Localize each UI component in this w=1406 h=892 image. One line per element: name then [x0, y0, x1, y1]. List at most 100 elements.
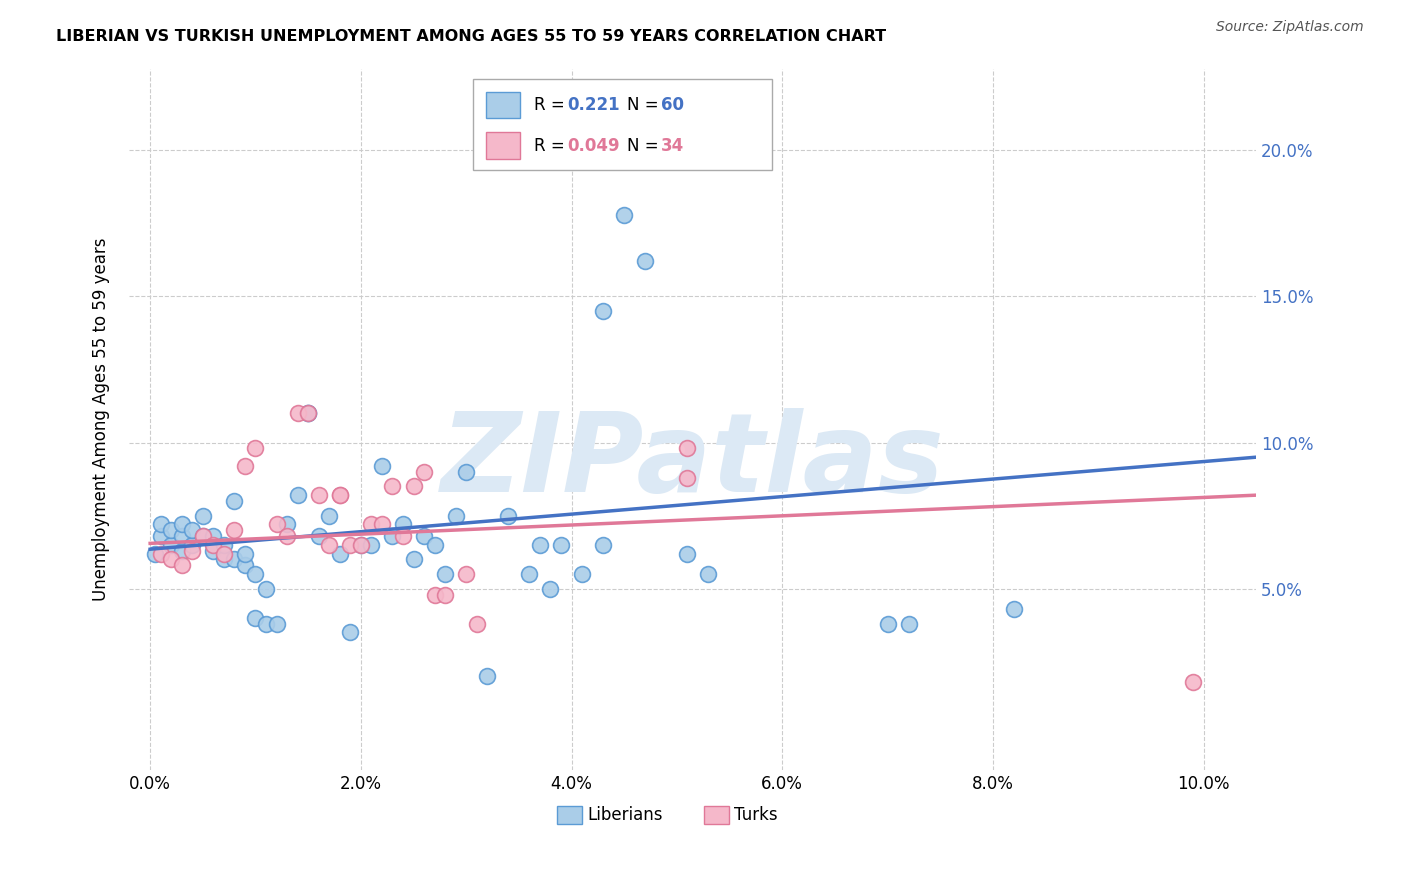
Text: Liberians: Liberians — [588, 806, 664, 824]
Y-axis label: Unemployment Among Ages 55 to 59 years: Unemployment Among Ages 55 to 59 years — [93, 237, 110, 601]
Point — [392, 517, 415, 532]
Point — [160, 552, 183, 566]
Point — [371, 517, 394, 532]
Point — [381, 529, 404, 543]
Point — [634, 254, 657, 268]
Point — [245, 567, 267, 582]
Point — [224, 523, 246, 537]
Point — [202, 543, 225, 558]
Point — [350, 538, 373, 552]
Point — [149, 547, 172, 561]
Point — [477, 669, 499, 683]
Point — [498, 508, 520, 523]
Point — [318, 538, 340, 552]
Point — [276, 529, 298, 543]
Point — [287, 488, 309, 502]
Point — [676, 547, 699, 561]
Point — [592, 538, 614, 552]
Point — [676, 470, 699, 484]
Point — [287, 406, 309, 420]
Text: 60: 60 — [661, 96, 685, 114]
Point — [191, 529, 214, 543]
Point — [402, 552, 425, 566]
Point — [160, 523, 183, 537]
Point — [413, 529, 436, 543]
Point — [1182, 675, 1205, 690]
Point — [571, 567, 593, 582]
Point — [254, 582, 277, 596]
Point — [245, 611, 267, 625]
Point — [444, 508, 467, 523]
Point — [276, 517, 298, 532]
Text: ZIPatlas: ZIPatlas — [441, 408, 945, 515]
Point — [297, 406, 319, 420]
Text: N =: N = — [627, 136, 664, 154]
Text: Source: ZipAtlas.com: Source: ZipAtlas.com — [1216, 20, 1364, 34]
Point — [170, 543, 193, 558]
Text: LIBERIAN VS TURKISH UNEMPLOYMENT AMONG AGES 55 TO 59 YEARS CORRELATION CHART: LIBERIAN VS TURKISH UNEMPLOYMENT AMONG A… — [56, 29, 886, 44]
Point — [456, 465, 478, 479]
Point — [339, 538, 361, 552]
Point — [350, 538, 373, 552]
Point — [392, 529, 415, 543]
Point — [212, 538, 235, 552]
Point — [360, 538, 382, 552]
Point — [592, 304, 614, 318]
Point — [360, 517, 382, 532]
Point — [697, 567, 720, 582]
Point — [381, 479, 404, 493]
Point — [181, 538, 204, 552]
Text: R =: R = — [534, 136, 569, 154]
Point — [233, 547, 256, 561]
Point — [371, 458, 394, 473]
Bar — [557, 806, 582, 824]
Point — [191, 529, 214, 543]
Point — [550, 538, 572, 552]
Text: 34: 34 — [661, 136, 685, 154]
Point — [318, 508, 340, 523]
Bar — [486, 132, 520, 159]
Point — [297, 406, 319, 420]
Point — [434, 587, 457, 601]
Bar — [704, 806, 728, 824]
Point — [266, 616, 288, 631]
Point — [413, 465, 436, 479]
Point — [498, 128, 520, 143]
FancyBboxPatch shape — [472, 79, 772, 170]
Point — [465, 616, 488, 631]
Bar — [486, 92, 520, 119]
Point — [297, 406, 319, 420]
Point — [329, 488, 352, 502]
Point — [170, 558, 193, 573]
Point — [613, 208, 636, 222]
Point — [423, 538, 446, 552]
Point — [170, 517, 193, 532]
Point — [519, 567, 541, 582]
Point — [145, 547, 167, 561]
Point — [876, 616, 898, 631]
Point — [339, 625, 361, 640]
Point — [170, 529, 193, 543]
Point — [181, 523, 204, 537]
Point — [402, 479, 425, 493]
Text: Turks: Turks — [734, 806, 778, 824]
Point — [212, 552, 235, 566]
Point — [456, 567, 478, 582]
Point — [233, 458, 256, 473]
Point — [897, 616, 920, 631]
Text: R =: R = — [534, 96, 569, 114]
Text: 0.221: 0.221 — [568, 96, 620, 114]
Point — [308, 529, 330, 543]
Point — [202, 538, 225, 552]
Point — [266, 517, 288, 532]
Point — [254, 616, 277, 631]
Point — [149, 517, 172, 532]
Point — [191, 508, 214, 523]
Point — [529, 538, 551, 552]
Point — [423, 587, 446, 601]
Point — [329, 547, 352, 561]
Point — [160, 538, 183, 552]
Point — [676, 442, 699, 456]
Text: 0.049: 0.049 — [568, 136, 620, 154]
Point — [202, 529, 225, 543]
